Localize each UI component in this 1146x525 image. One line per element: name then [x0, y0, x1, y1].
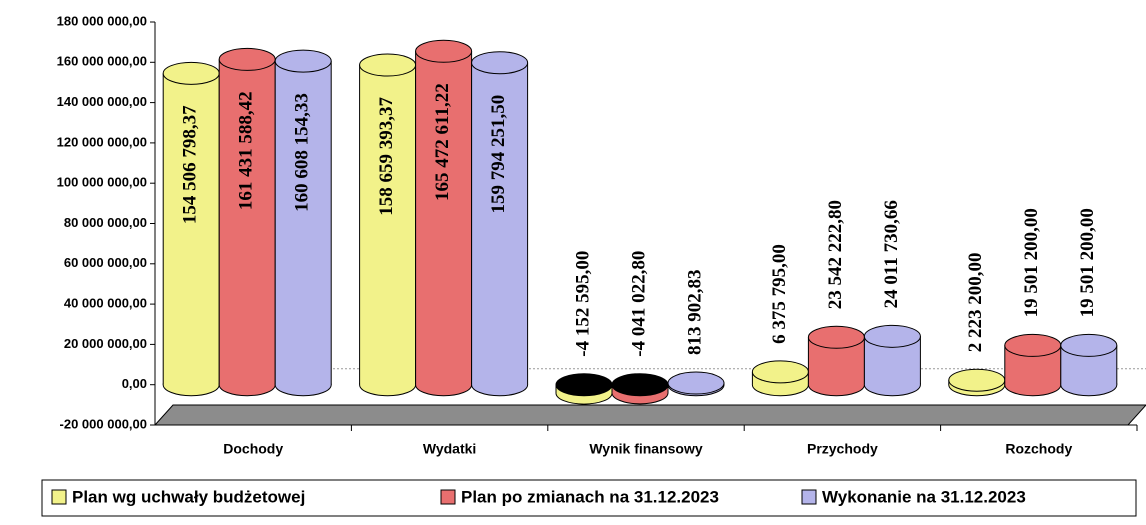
bar-cap — [863, 324, 921, 348]
y-tick-label: 0,00 — [122, 376, 147, 391]
y-tick-label: 80 000 000,00 — [64, 215, 147, 230]
value-label: 161 431 588,42 — [236, 91, 257, 210]
bar-body — [359, 65, 416, 385]
y-tick-label: 180 000 000,00 — [57, 13, 147, 28]
y-tick-label: -20 000 000,00 — [60, 416, 147, 431]
bar-cap — [667, 371, 725, 395]
legend-label: Plan po zmianach na 31.12.2023 — [461, 487, 719, 506]
legend-label: Wykonanie na 31.12.2023 — [822, 487, 1026, 506]
x-tick-label: Wydatki — [423, 441, 476, 457]
bar — [359, 53, 417, 397]
x-tick-label: Przychody — [807, 441, 878, 457]
y-tick-label: 100 000 000,00 — [57, 175, 147, 190]
bar-cap — [415, 39, 473, 63]
bar-cap — [218, 47, 276, 71]
value-label: -4 041 022,80 — [628, 251, 649, 357]
value-label: -4 152 595,00 — [572, 251, 593, 357]
bar — [162, 61, 220, 397]
bar-cap — [611, 373, 669, 397]
bar — [274, 49, 332, 397]
bar-cap — [274, 49, 332, 73]
bar — [471, 51, 529, 397]
bar-cap — [471, 51, 529, 75]
bar-cap — [751, 360, 809, 384]
value-label: 158 659 393,37 — [376, 97, 397, 216]
y-tick-label: 20 000 000,00 — [64, 336, 147, 351]
bar-cap — [1060, 333, 1118, 357]
bar-body — [415, 51, 472, 385]
value-label: 154 506 798,37 — [180, 105, 201, 224]
bar — [948, 368, 1006, 397]
bar-body — [471, 62, 528, 385]
legend-swatch — [51, 489, 67, 505]
bar — [751, 360, 809, 397]
value-label: 2 223 200,00 — [965, 252, 986, 352]
bar — [863, 324, 921, 397]
bar-cap — [948, 368, 1006, 392]
bar — [218, 47, 276, 397]
y-tick-label: 40 000 000,00 — [64, 296, 147, 311]
bar-body — [275, 61, 332, 385]
value-label: 24 011 730,66 — [881, 200, 902, 308]
value-label: 6 375 795,00 — [769, 244, 790, 344]
legend-swatch — [801, 489, 817, 505]
bar-cap — [162, 61, 220, 85]
bar-cap — [1004, 333, 1062, 357]
floor — [153, 404, 1146, 426]
legend-label: Plan wg uchwały budżetowej — [72, 487, 305, 506]
bar — [1060, 333, 1118, 397]
legend-swatch — [440, 489, 456, 505]
bar — [415, 39, 473, 397]
y-tick-label: 140 000 000,00 — [57, 94, 147, 109]
bar — [667, 371, 725, 397]
bar-cap — [359, 53, 417, 77]
bar — [807, 325, 865, 397]
bar — [611, 373, 669, 405]
x-tick-label: Rozchody — [1005, 441, 1072, 457]
value-label: 813 902,83 — [684, 270, 705, 356]
value-label: 23 542 222,80 — [825, 200, 846, 309]
legend-box — [41, 479, 1137, 517]
y-tick-label: 160 000 000,00 — [57, 54, 147, 69]
y-tick-label: 60 000 000,00 — [64, 255, 147, 270]
bar-cap — [555, 373, 613, 397]
bar-cap — [807, 325, 865, 349]
x-tick-label: Wynik finansowy — [589, 441, 703, 457]
y-tick-label: 120 000 000,00 — [57, 134, 147, 149]
bar-body — [163, 73, 220, 385]
value-label: 160 608 154,33 — [292, 93, 313, 212]
value-label: 165 472 611,22 — [432, 83, 453, 201]
bar — [1004, 333, 1062, 397]
bar — [555, 373, 613, 405]
x-tick-label: Dochody — [223, 441, 283, 457]
value-label: 159 794 251,50 — [488, 95, 509, 214]
value-label: 19 501 200,00 — [1021, 208, 1042, 317]
value-label: 19 501 200,00 — [1077, 208, 1098, 317]
bar-body — [219, 59, 276, 385]
